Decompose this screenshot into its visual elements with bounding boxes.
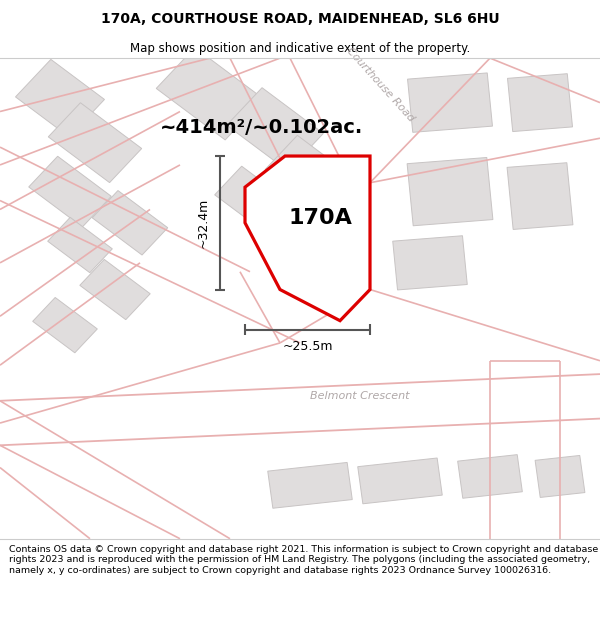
Polygon shape xyxy=(29,156,111,227)
Polygon shape xyxy=(265,136,355,212)
Polygon shape xyxy=(299,261,361,310)
Text: 170A: 170A xyxy=(288,208,352,228)
Polygon shape xyxy=(358,458,442,504)
Polygon shape xyxy=(245,156,370,321)
Polygon shape xyxy=(407,158,493,226)
Polygon shape xyxy=(16,59,104,137)
Text: 170A, COURTHOUSE ROAD, MAIDENHEAD, SL6 6HU: 170A, COURTHOUSE ROAD, MAIDENHEAD, SL6 6… xyxy=(101,12,499,26)
Polygon shape xyxy=(80,259,150,319)
Polygon shape xyxy=(48,102,142,182)
Polygon shape xyxy=(92,191,168,255)
Polygon shape xyxy=(407,73,493,132)
Text: Contains OS data © Crown copyright and database right 2021. This information is : Contains OS data © Crown copyright and d… xyxy=(9,545,598,574)
Polygon shape xyxy=(507,162,573,229)
Polygon shape xyxy=(215,166,295,235)
Polygon shape xyxy=(458,454,523,498)
Polygon shape xyxy=(227,88,323,171)
Text: Map shows position and indicative extent of the property.: Map shows position and indicative extent… xyxy=(130,42,470,55)
Polygon shape xyxy=(271,211,339,270)
Polygon shape xyxy=(47,217,112,272)
Polygon shape xyxy=(508,74,572,131)
Text: ~414m²/~0.102ac.: ~414m²/~0.102ac. xyxy=(160,118,363,137)
Polygon shape xyxy=(535,456,585,498)
Text: Belmont Crescent: Belmont Crescent xyxy=(310,391,410,401)
Polygon shape xyxy=(32,298,97,352)
Text: ~32.4m: ~32.4m xyxy=(197,198,210,248)
Polygon shape xyxy=(393,236,467,290)
Text: ~25.5m: ~25.5m xyxy=(282,340,333,353)
Polygon shape xyxy=(268,462,352,508)
Text: Courthouse Road: Courthouse Road xyxy=(344,46,416,124)
Polygon shape xyxy=(156,48,264,140)
